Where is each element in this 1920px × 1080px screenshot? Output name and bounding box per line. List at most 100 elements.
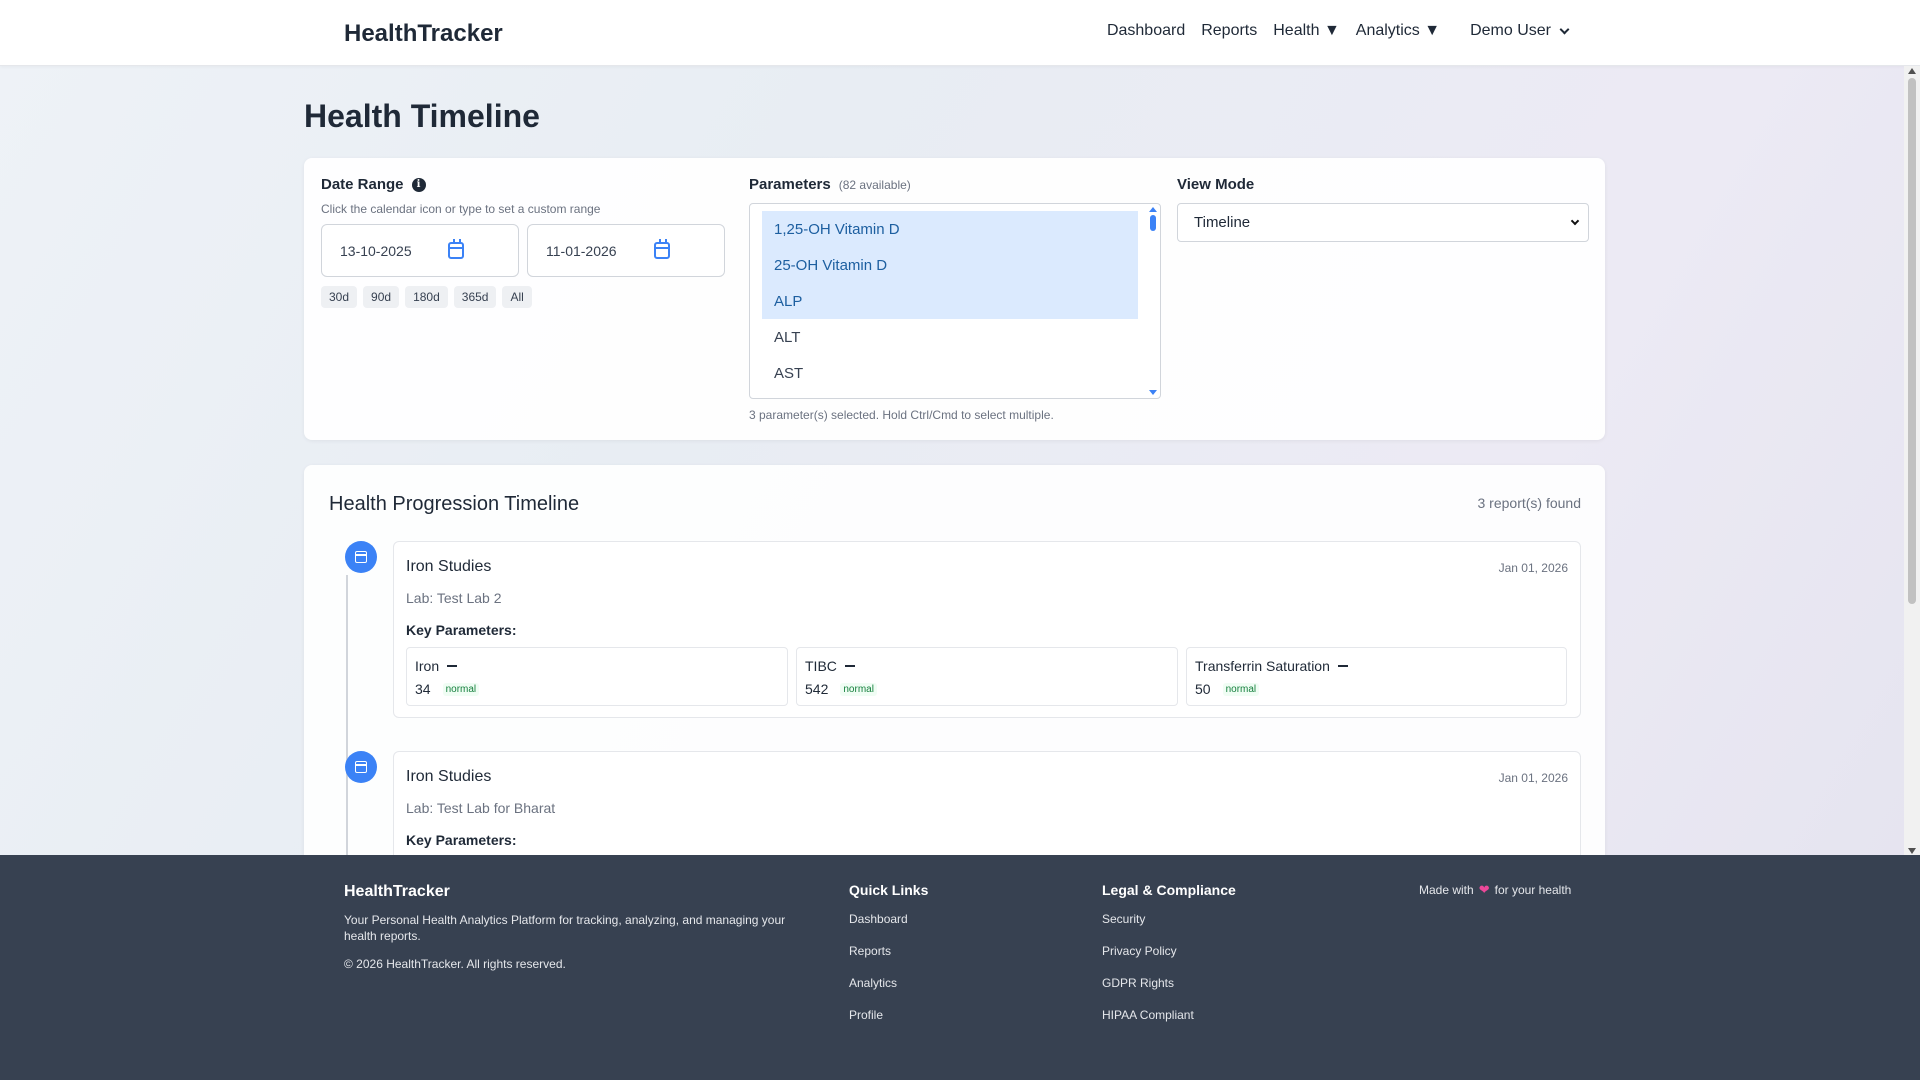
scroll-up-arrow-icon[interactable] <box>1908 68 1916 74</box>
top-navbar: HealthTracker Dashboard Reports Health ▼… <box>0 0 1920 66</box>
footer-link-reports[interactable]: Reports <box>849 944 892 958</box>
parameter-option[interactable]: ALP <box>762 283 1138 319</box>
parameters-label: Parameters (82 available) <box>749 176 1161 193</box>
info-icon[interactable]: i <box>411 177 426 192</box>
timeline-line <box>346 575 348 895</box>
status-badge: normal <box>1222 682 1260 696</box>
page-title: Health Timeline <box>304 98 540 134</box>
quick-range-365d-button[interactable]: 365d <box>453 286 497 308</box>
parameter-card: TIBC 542 normal <box>796 647 1178 706</box>
start-date-value: 13-10-2025 <box>340 242 412 259</box>
chevron-down-icon <box>1559 24 1570 34</box>
nav-health-dropdown[interactable]: Health ▼ <box>1273 22 1340 39</box>
parameters-label-text: Parameters <box>749 176 831 193</box>
nav-analytics-dropdown[interactable]: Analytics ▼ <box>1355 22 1441 39</box>
footer-link-privacy-policy[interactable]: Privacy Policy <box>1102 944 1177 958</box>
stable-trend-icon <box>1337 665 1348 667</box>
date-range-label: Date Range i <box>321 176 729 193</box>
brand-logo[interactable]: HealthTracker <box>344 20 503 47</box>
footer-link-hipaa-compliant[interactable]: HIPAA Compliant <box>1102 1008 1194 1022</box>
end-date-value: 11-01-2026 <box>546 242 617 259</box>
scroll-down-arrow-icon[interactable] <box>1149 390 1157 395</box>
report-lab: Lab: Test Lab 2 <box>406 590 502 606</box>
date-range-label-text: Date Range <box>321 176 404 193</box>
made-with-love: Made with ❤ for your health <box>1419 882 1571 898</box>
view-mode-section: View Mode Timeline <box>1177 176 1589 242</box>
quick-range-90d-button[interactable]: 90d <box>363 286 400 308</box>
parameter-name-text: Iron <box>415 658 440 674</box>
parameter-name: Iron <box>415 658 458 674</box>
report-date: Jan 01, 2026 <box>1498 561 1568 575</box>
quick-range-all-button[interactable]: All <box>502 286 532 308</box>
status-badge: normal <box>442 682 480 696</box>
chevron-down-icon <box>1570 216 1580 226</box>
parameters-selection-note: 3 parameter(s) selected. Hold Ctrl/Cmd t… <box>749 408 1054 422</box>
parameter-option[interactable]: 1,25-OH Vitamin D <box>762 211 1138 247</box>
view-mode-select[interactable]: Timeline <box>1177 203 1589 242</box>
parameter-option[interactable]: AST <box>774 364 804 382</box>
made-with-suffix: for your health <box>1494 883 1572 897</box>
parameter-name: Transferrin Saturation <box>1195 658 1348 674</box>
made-with-prefix: Made with <box>1419 883 1474 897</box>
quick-range-180d-button[interactable]: 180d <box>405 286 448 308</box>
report-card[interactable]: Iron Studies Jan 01, 2026 Lab: Test Lab … <box>393 541 1581 718</box>
calendar-icon[interactable] <box>654 239 670 259</box>
key-parameters-label: Key Parameters: <box>406 832 517 848</box>
calendar-icon[interactable] <box>448 239 464 259</box>
nav-reports-link[interactable]: Reports <box>1201 22 1258 39</box>
heart-icon: ❤ <box>1478 882 1490 897</box>
footer-link-gdpr-rights[interactable]: GDPR Rights <box>1102 976 1175 990</box>
start-date-input[interactable]: 13-10-2025 <box>321 224 519 277</box>
status-badge: normal <box>840 682 877 696</box>
filters-card: Date Range i Click the calendar icon or … <box>304 158 1605 440</box>
parameters-section: Parameters (82 available) 1,25-OH Vitami… <box>749 176 1161 422</box>
scroll-up-arrow-icon[interactable] <box>1149 207 1157 212</box>
footer-quick-links: Quick Links Dashboard Reports Analytics … <box>849 882 928 1040</box>
view-mode-label: View Mode <box>1177 176 1255 193</box>
footer-link-analytics[interactable]: Analytics <box>849 976 898 990</box>
parameter-value: 542 normal <box>805 681 877 697</box>
parameter-value-text: 50 <box>1195 681 1211 697</box>
calendar-icon <box>355 551 367 563</box>
date-inputs: 13-10-2025 11-01-2026 <box>321 224 729 277</box>
nav-dashboard-link[interactable]: Dashboard <box>1106 22 1186 39</box>
parameter-option[interactable]: ALT <box>774 328 801 346</box>
parameter-card: Transferrin Saturation 50 normal <box>1186 647 1567 706</box>
parameter-option[interactable]: 25-OH Vitamin D <box>762 247 1138 283</box>
stable-trend-icon <box>447 665 458 667</box>
report-lab: Lab: Test Lab for Bharat <box>406 800 556 816</box>
timeline-card: Health Progression Timeline 3 report(s) … <box>304 465 1605 951</box>
report-title: Iron Studies <box>406 768 492 785</box>
parameter-name-text: Transferrin Saturation <box>1195 658 1330 674</box>
scroll-down-arrow-icon[interactable] <box>1908 848 1916 854</box>
legal-heading: Legal & Compliance <box>1102 882 1236 898</box>
scrollbar-thumb[interactable] <box>1150 215 1156 231</box>
parameters-list-scrollbar[interactable] <box>1149 207 1157 395</box>
footer: HealthTracker Your Personal Health Analy… <box>0 855 1920 1080</box>
report-count: 3 report(s) found <box>1477 495 1582 511</box>
footer-link-dashboard[interactable]: Dashboard <box>849 912 908 926</box>
footer-copyright: © 2026 HealthTracker. All rights reserve… <box>344 957 566 971</box>
nav-links: Dashboard Reports Health ▼ Analytics ▼ D… <box>1106 22 1570 40</box>
parameters-available-count: (82 available) <box>838 177 911 192</box>
scrollbar-thumb[interactable] <box>1908 78 1916 604</box>
parameters-multiselect[interactable]: 1,25-OH Vitamin D 25-OH Vitamin D ALP AL… <box>749 203 1161 399</box>
timeline-dot <box>345 751 377 783</box>
user-menu[interactable]: Demo User <box>1470 22 1570 40</box>
view-mode-value: Timeline <box>1194 214 1251 231</box>
parameter-name: TIBC <box>805 658 855 674</box>
user-name: Demo User <box>1470 22 1551 39</box>
footer-legal: Legal & Compliance Security Privacy Poli… <box>1102 882 1236 1040</box>
page-scrollbar[interactable] <box>1904 66 1920 856</box>
report-title: Iron Studies <box>406 558 492 575</box>
report-date: Jan 01, 2026 <box>1498 771 1568 785</box>
quick-range-30d-button[interactable]: 30d <box>321 286 358 308</box>
footer-brand: HealthTracker <box>344 883 450 900</box>
quick-range-buttons: 30d 90d 180d 365d All <box>321 286 729 308</box>
footer-link-profile[interactable]: Profile <box>849 1008 884 1022</box>
footer-link-security[interactable]: Security <box>1102 912 1146 926</box>
parameter-value: 50 normal <box>1195 681 1260 697</box>
parameter-value: 34 normal <box>415 681 480 697</box>
stable-trend-icon <box>844 665 855 667</box>
end-date-input[interactable]: 11-01-2026 <box>527 224 725 277</box>
